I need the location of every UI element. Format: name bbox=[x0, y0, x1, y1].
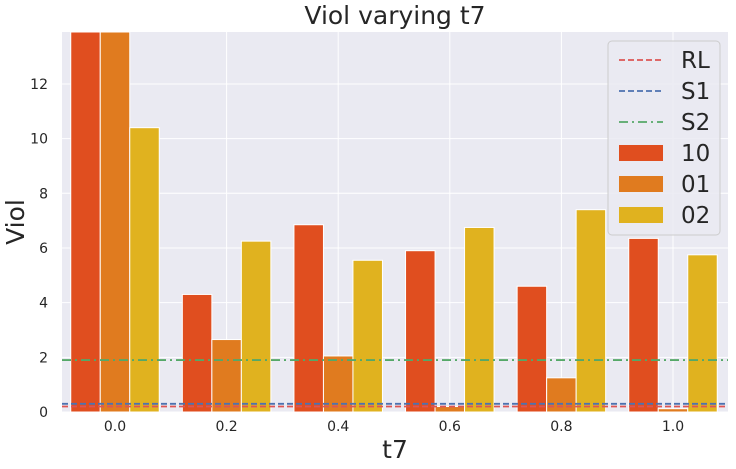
x-tick-label: 0.2 bbox=[215, 419, 237, 435]
legend-label-10: 10 bbox=[681, 141, 710, 167]
y-tick-label: 0 bbox=[39, 405, 48, 421]
x-tick-label: 0.8 bbox=[550, 419, 572, 435]
bar-10-0.8 bbox=[516, 285, 548, 413]
legend-label-02: 02 bbox=[681, 203, 710, 229]
x-tick-labels: 0.0 0.2 0.4 0.6 0.8 1.0 bbox=[104, 419, 684, 435]
bar-10-0.6 bbox=[405, 250, 436, 413]
legend-marker-01 bbox=[619, 176, 663, 192]
bar-02-0.6 bbox=[464, 226, 495, 413]
legend-label-S2: S2 bbox=[681, 110, 710, 136]
x-tick-label: 0.6 bbox=[439, 419, 461, 435]
bar-01-0.2 bbox=[211, 339, 242, 413]
x-tick-label: 0.4 bbox=[327, 419, 349, 435]
bar-01-1.0 bbox=[657, 408, 689, 413]
bar-02-0.8 bbox=[575, 209, 607, 413]
bar-10-0.0 bbox=[70, 31, 101, 413]
bar-02-0.2 bbox=[240, 240, 272, 413]
y-tick-label: 8 bbox=[39, 186, 48, 202]
y-tick-label: 6 bbox=[39, 241, 48, 257]
y-tick-label: 2 bbox=[39, 350, 48, 366]
bar-02-1.0 bbox=[687, 254, 718, 413]
x-tick-label: 1.0 bbox=[662, 419, 684, 435]
bar-02-0.0 bbox=[129, 127, 160, 413]
y-tick-label: 12 bbox=[30, 77, 48, 93]
reference-lines bbox=[62, 359, 728, 408]
y-axis-label: Viol bbox=[1, 199, 30, 245]
bar-10-0.4 bbox=[293, 224, 324, 413]
bar-02-0.4 bbox=[352, 259, 383, 413]
bar-10-1.0 bbox=[628, 237, 659, 413]
legend: RL S1 S2 10 01 02 bbox=[607, 40, 721, 236]
chart-title: Viol varying t7 bbox=[304, 1, 485, 30]
legend-marker-02 bbox=[619, 207, 663, 223]
bar-10-0.2 bbox=[181, 293, 213, 413]
legend-label-01: 01 bbox=[681, 172, 710, 198]
legend-marker-10 bbox=[619, 145, 663, 161]
bars bbox=[70, 31, 718, 413]
bar-01-0.4 bbox=[322, 355, 354, 413]
bar-01-0.0 bbox=[99, 31, 131, 413]
y-tick-label: 10 bbox=[30, 132, 48, 148]
legend-label-S1: S1 bbox=[681, 79, 710, 105]
y-tick-labels: 0 2 4 6 8 10 12 bbox=[30, 77, 48, 421]
x-tick-label: 0.0 bbox=[104, 419, 126, 435]
legend-label-RL: RL bbox=[681, 48, 710, 74]
x-axis-label: t7 bbox=[382, 435, 408, 464]
y-tick-label: 4 bbox=[39, 296, 48, 312]
